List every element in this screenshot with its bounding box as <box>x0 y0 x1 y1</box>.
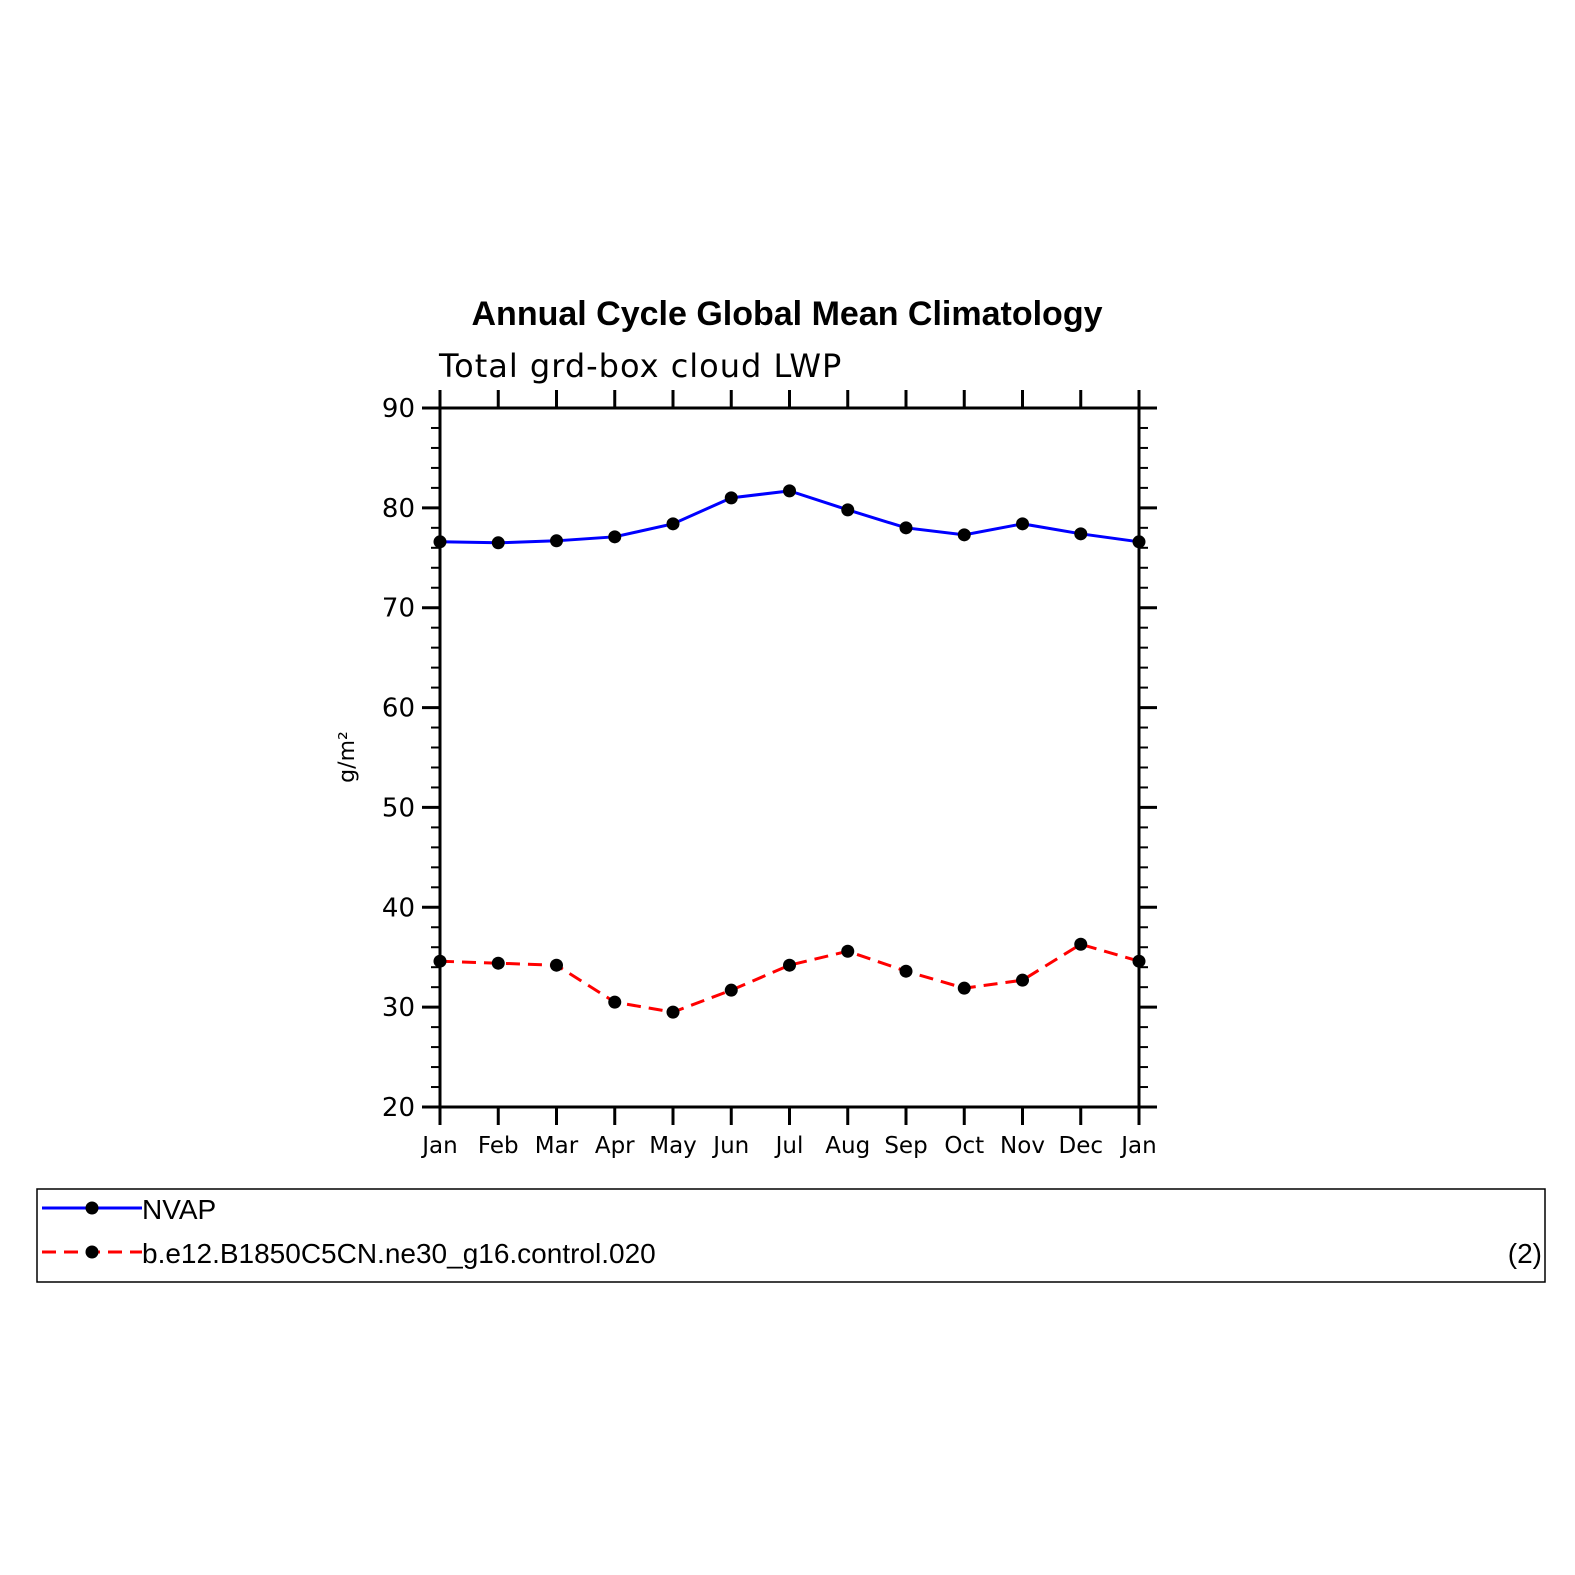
data-point <box>783 958 796 972</box>
y-tick-label: 40 <box>382 893 415 923</box>
y-axis-tick-labels: 20 30 40 50 60 70 80 90 <box>382 394 415 1123</box>
series-layer <box>433 484 1146 1019</box>
series-1 <box>433 484 1146 550</box>
legend-note: (2) <box>1508 1238 1542 1269</box>
x-tick-label: Nov <box>1000 1133 1045 1159</box>
y-tick-label: 30 <box>382 993 415 1023</box>
x-tick-label: Feb <box>478 1133 519 1159</box>
y-axis-label: g/m² <box>335 731 360 783</box>
x-tick-label: Dec <box>1058 1133 1103 1159</box>
legend: NVAP b.e12.B1850C5CN.ne30_g16.control.020 <box>42 1194 656 1269</box>
data-point <box>666 517 680 531</box>
data-point <box>433 535 447 549</box>
data-point <box>724 491 738 505</box>
series-line <box>439 489 1140 545</box>
y-tick-label: 50 <box>382 793 415 823</box>
data-point <box>1074 527 1088 541</box>
data-point <box>724 983 738 997</box>
data-point <box>899 521 913 535</box>
data-point <box>666 1005 680 1019</box>
data-point <box>608 530 622 544</box>
x-tick-label: Aug <box>825 1133 870 1159</box>
legend-label: NVAP <box>142 1194 216 1225</box>
legend-item: b.e12.B1850C5CN.ne30_g16.control.020 <box>42 1238 656 1269</box>
data-point <box>1016 973 1029 987</box>
data-point <box>1016 517 1029 531</box>
series-line <box>439 942 1140 1014</box>
data-point <box>491 536 505 550</box>
data-point <box>783 484 796 498</box>
legend-box <box>36 1188 1546 1283</box>
legend-item: NVAP <box>42 1194 216 1225</box>
legend-label: b.e12.B1850C5CN.ne30_g16.control.020 <box>142 1238 656 1269</box>
x-tick-label: Jun <box>711 1133 749 1159</box>
data-point <box>1132 535 1146 549</box>
series-2 <box>433 937 1146 1019</box>
x-tick-label: Mar <box>535 1133 579 1159</box>
x-tick-label: Jul <box>774 1133 804 1159</box>
axis-ticks <box>422 390 1157 1125</box>
plot-frame <box>438 406 1141 1109</box>
data-point <box>608 995 622 1009</box>
x-tick-label: Oct <box>944 1133 984 1159</box>
data-point <box>1132 954 1146 968</box>
legend-marker <box>85 1245 99 1259</box>
y-tick-label: 90 <box>382 394 415 424</box>
data-point <box>957 981 971 995</box>
data-point <box>957 528 971 542</box>
data-point <box>1074 937 1088 951</box>
data-point <box>899 964 913 978</box>
data-point <box>550 958 563 972</box>
x-tick-label: May <box>649 1133 697 1159</box>
x-tick-label: Jan <box>420 1133 457 1159</box>
y-tick-label: 70 <box>382 594 415 624</box>
chart-subtitle: Total grd-box cloud LWP <box>438 347 842 385</box>
data-point <box>841 503 855 517</box>
y-tick-label: 20 <box>382 1093 415 1123</box>
x-tick-label: Sep <box>884 1133 927 1159</box>
data-point <box>841 944 855 958</box>
x-tick-label: Apr <box>595 1133 635 1159</box>
chart-title: Annual Cycle Global Mean Climatology <box>472 295 1103 333</box>
y-tick-label: 60 <box>382 694 415 724</box>
data-point <box>433 954 447 968</box>
y-tick-label: 80 <box>382 494 415 524</box>
x-axis-tick-labels: Jan Feb Mar Apr May Jun Jul Aug Sep Oct Nov Dec Jan <box>420 1133 1156 1159</box>
legend-marker <box>85 1201 99 1215</box>
data-point <box>550 534 563 548</box>
data-point <box>491 956 505 970</box>
x-tick-label: Jan <box>1119 1133 1156 1159</box>
